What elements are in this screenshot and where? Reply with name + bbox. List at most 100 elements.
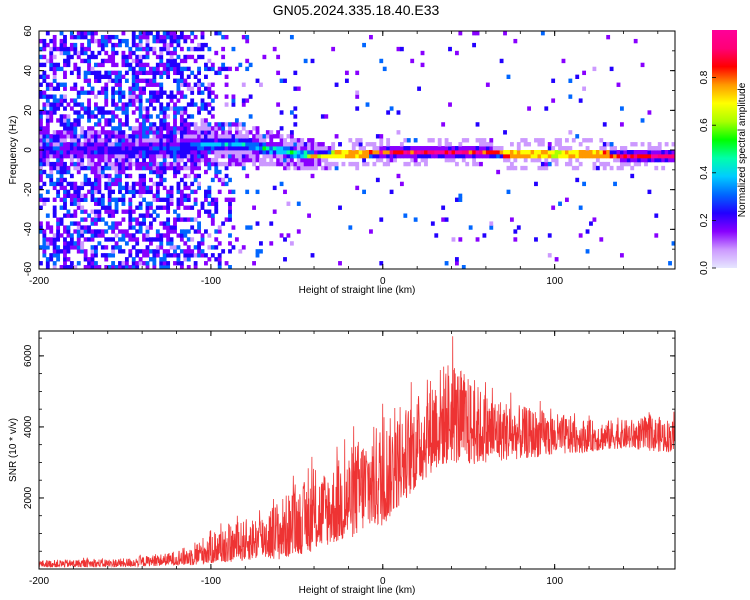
heatmap-cell [406, 146, 411, 151]
colorbar-tick-label: 0.8 [699, 70, 710, 84]
heatmap-cell [142, 118, 146, 123]
heatmap-cell [169, 193, 174, 198]
heatmap-cell [252, 138, 256, 143]
heatmap-cell [231, 146, 236, 151]
heatmap-cell [176, 245, 181, 250]
heatmap-cell [190, 181, 195, 187]
heatmap-cell [451, 150, 456, 155]
heatmap-cell [118, 177, 122, 183]
heatmap-cell [289, 161, 294, 167]
heatmap-cell [204, 189, 208, 195]
heatmap-cell [200, 150, 205, 155]
heatmap-cell [42, 253, 47, 258]
heatmap-cell [131, 134, 136, 139]
heatmap-cell [76, 90, 81, 95]
heatmap-cell [94, 181, 98, 187]
heatmap-cell [166, 50, 171, 56]
heatmap-cell [114, 114, 119, 119]
heatmap-cell [176, 66, 181, 72]
heatmap-cell [286, 146, 291, 151]
heatmap-cell [90, 185, 95, 191]
heatmap-cell [39, 229, 43, 234]
heatmap-cell [179, 66, 184, 72]
heatmap-cell [145, 62, 150, 68]
heatmap-cell [197, 241, 201, 246]
heatmap-cell [69, 134, 74, 139]
heatmap-cell [348, 225, 353, 230]
heatmap-cell [66, 126, 71, 131]
heatmap-cell [124, 102, 129, 107]
heatmap-cell [142, 86, 146, 91]
heatmap-cell [52, 185, 57, 191]
heatmap-cell [159, 138, 164, 143]
heatmap-cell [42, 46, 47, 52]
heatmap-cell [221, 134, 226, 139]
heatmap-cell [87, 146, 91, 151]
heatmap-cell [59, 122, 64, 127]
heatmap-cell [162, 110, 167, 115]
heatmap-cell [248, 114, 253, 119]
heatmap-cell [76, 153, 81, 159]
heatmap-cell [56, 150, 61, 155]
heatmap-cell [118, 150, 122, 155]
heatmap-cell [121, 110, 126, 115]
heatmap-cell [650, 157, 655, 163]
heatmap-cell [128, 165, 133, 171]
heatmap-cell [307, 157, 311, 163]
heatmap-cell [124, 146, 129, 151]
heatmap-cell [582, 181, 587, 187]
heatmap-cell [190, 31, 195, 36]
heatmap-cell [87, 78, 91, 83]
heatmap-cell [142, 54, 146, 60]
heatmap-cell [221, 54, 226, 60]
heatmap-cell [56, 177, 61, 183]
heatmap-cell [193, 146, 198, 151]
heatmap-cell [111, 62, 116, 68]
heatmap-cell [80, 86, 85, 91]
heatmap-cell [121, 249, 126, 254]
heatmap-cell [228, 146, 232, 151]
heatmap-cell [228, 130, 232, 135]
heatmap-cell [217, 229, 222, 234]
heatmap-cell [269, 161, 274, 167]
heatmap-cell [255, 142, 260, 147]
heatmap-cell [128, 253, 133, 258]
heatmap-cell [128, 209, 133, 214]
heatmap-cell [609, 66, 614, 72]
heatmap-cell [138, 62, 143, 68]
heatmap-cell [135, 126, 140, 131]
heatmap-cell [509, 165, 514, 171]
heatmap-cell [234, 142, 239, 147]
heatmap-cell [200, 153, 205, 159]
snr-x-tick-label: 0 [380, 576, 386, 587]
heatmap-cell [69, 150, 74, 155]
heatmap-cell [231, 98, 236, 103]
heatmap-cell [97, 233, 102, 238]
heatmap-cell [39, 130, 43, 135]
heatmap-cell [183, 229, 188, 234]
heatmap-cell [214, 126, 219, 131]
heatmap-cell [176, 106, 181, 111]
heatmap-cell [320, 114, 325, 119]
heatmap-cell [179, 165, 184, 171]
heatmap-cell [399, 142, 404, 147]
heatmap-cell [114, 205, 119, 210]
heatmap-cell [173, 110, 177, 115]
heatmap-cell [111, 50, 116, 56]
heatmap-cell [231, 225, 236, 230]
heatmap-cell [121, 122, 126, 127]
heatmap-cell [217, 150, 222, 155]
heatmap-cell [173, 106, 177, 111]
heatmap-cell [166, 261, 171, 266]
heatmap-cell [234, 237, 239, 242]
heatmap-cell [224, 197, 229, 202]
heatmap-cell [193, 126, 198, 131]
heatmap-cell [63, 169, 67, 175]
heatmap-cell [90, 189, 95, 195]
heatmap-cell [118, 126, 122, 131]
heatmap-cell [69, 233, 74, 238]
heatmap-cell [80, 229, 85, 234]
heatmap-cell [320, 153, 325, 159]
heatmap-cell [289, 157, 294, 163]
heatmap-cell [76, 31, 81, 36]
